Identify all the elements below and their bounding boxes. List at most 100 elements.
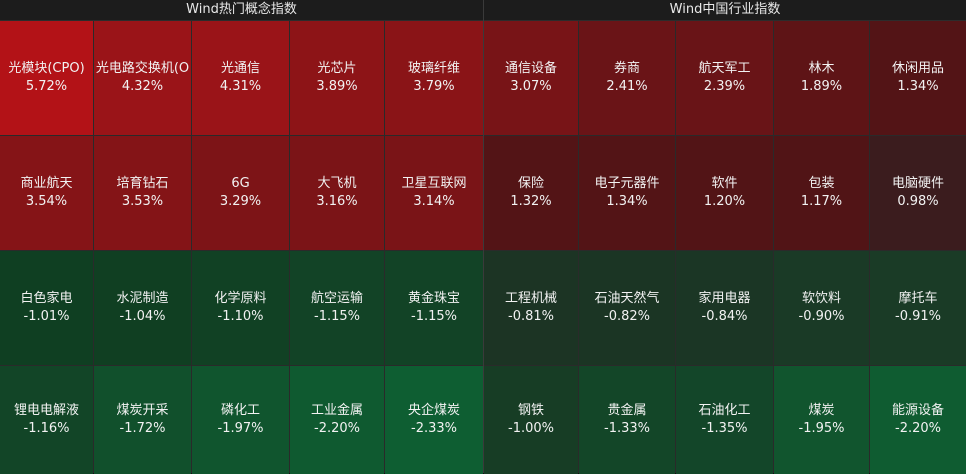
index-change: -2.20% [895,421,941,436]
index-name: 航空运输 [310,291,363,306]
index-tile[interactable]: 软件 1.20% [676,136,773,250]
index-tile[interactable]: 工业金属 -2.20% [290,366,384,474]
index-change: -0.90% [798,309,845,324]
index-change: 3.07% [510,79,552,94]
index-tile[interactable]: 电脑硬件 0.98% [870,136,966,250]
index-change: -1.01% [23,309,70,324]
index-change: 1.34% [606,194,648,209]
index-name: 光模块(CPO) [8,61,85,76]
panel-title: Wind热门概念指数 [0,0,483,21]
index-tile[interactable]: 贵金属 -1.33% [579,366,675,474]
index-name: 券商 [613,61,640,76]
index-name: 包装 [808,176,835,191]
index-change: 1.32% [510,194,552,209]
index-name: 电脑硬件 [891,176,944,191]
index-tile[interactable]: 锂电电解液 -1.16% [0,366,93,474]
index-tile[interactable]: 保险 1.32% [484,136,578,250]
index-change: -2.33% [411,421,457,436]
index-tile[interactable]: 光通信 4.31% [192,21,289,135]
index-tile[interactable]: 大飞机 3.16% [290,136,384,250]
wind-concept-panel: Wind热门概念指数 光模块(CPO) 5.72% 光电路交换机(O 4.32% 光通信… [0,0,483,474]
index-name: 休闲用品 [891,61,944,76]
index-tile[interactable]: 商业航天 3.54% [0,136,93,250]
index-name: 通信设备 [504,61,557,76]
index-tile[interactable]: 航空运输 -1.15% [290,251,384,365]
index-change: -1.16% [23,421,70,436]
index-tile[interactable]: 6G 3.29% [192,136,289,250]
wind-industry-panel: Wind中国行业指数 通信设备 3.07% 券商 2.41% 航天军工 2.39% 林木 1.… [484,0,966,474]
index-name: 煤炭 [808,403,835,418]
index-name: 水泥制造 [116,291,169,306]
index-change: -1.15% [314,309,360,324]
index-change: -0.91% [895,309,941,324]
index-tile[interactable]: 包装 1.17% [774,136,869,250]
index-name: 黄金珠宝 [407,291,460,306]
index-name: 磷化工 [220,403,260,418]
index-change: 1.17% [800,194,843,209]
index-tile[interactable]: 水泥制造 -1.04% [94,251,191,365]
index-tile[interactable]: 煤炭开采 -1.72% [94,366,191,474]
index-tile[interactable]: 券商 2.41% [579,21,675,135]
index-name: 培育钻石 [116,176,169,191]
index-change: -0.84% [701,309,748,324]
index-name: 央企煤炭 [407,403,460,418]
index-tile[interactable]: 黄金珠宝 -1.15% [385,251,483,365]
index-change: -0.82% [604,309,650,324]
index-tile[interactable]: 白色家电 -1.01% [0,251,93,365]
index-tile[interactable]: 航天军工 2.39% [676,21,773,135]
index-name: 航天军工 [698,61,751,76]
index-tile[interactable]: 休闲用品 1.34% [870,21,966,135]
index-tile[interactable]: 光电路交换机(O 4.32% [94,21,191,135]
index-tile[interactable]: 玻璃纤维 3.79% [385,21,483,135]
index-tile[interactable]: 磷化工 -1.97% [192,366,289,474]
index-name: 林木 [808,61,835,76]
index-tile[interactable]: 石油化工 -1.35% [676,366,773,474]
index-tile[interactable]: 石油天然气 -0.82% [579,251,675,365]
index-name: 软饮料 [801,291,841,306]
index-tile[interactable]: 软饮料 -0.90% [774,251,869,365]
index-tile[interactable]: 培育钻石 3.53% [94,136,191,250]
index-tile[interactable]: 电子元器件 1.34% [579,136,675,250]
index-name: 6G [231,176,250,191]
index-change: -1.15% [411,309,457,324]
index-tile[interactable]: 摩托车 -0.91% [870,251,966,365]
index-name: 光电路交换机(O [95,61,190,76]
index-name: 能源设备 [891,403,944,418]
index-tile[interactable]: 家用电器 -0.84% [676,251,773,365]
index-change: 1.20% [703,194,746,209]
index-change: 1.89% [800,79,843,94]
index-change: -1.95% [798,421,845,436]
index-name: 软件 [711,176,738,191]
index-name: 家用电器 [698,291,751,306]
index-tile[interactable]: 能源设备 -2.20% [870,366,966,474]
index-name: 大飞机 [317,176,357,191]
index-name: 煤炭开采 [116,403,169,418]
index-change: -1.97% [217,421,264,436]
index-name: 锂电电解液 [13,403,79,418]
index-name: 光通信 [220,61,260,76]
index-tile[interactable]: 央企煤炭 -2.33% [385,366,483,474]
index-name: 钢铁 [517,403,544,418]
index-name: 贵金属 [607,403,647,418]
index-change: 5.72% [25,79,68,94]
index-name: 商业航天 [20,176,73,191]
index-tile[interactable]: 光模块(CPO) 5.72% [0,21,93,135]
index-tile[interactable]: 林木 1.89% [774,21,869,135]
index-change: -1.10% [217,309,264,324]
index-name: 白色家电 [20,291,73,306]
index-name: 电子元器件 [594,176,660,191]
index-name: 卫星互联网 [401,176,467,191]
index-name: 玻璃纤维 [407,61,460,76]
index-tile[interactable]: 化学原料 -1.10% [192,251,289,365]
index-change: 0.98% [897,194,939,209]
index-tile[interactable]: 工程机械 -0.81% [484,251,578,365]
index-tile[interactable]: 通信设备 3.07% [484,21,578,135]
index-tile[interactable]: 钢铁 -1.00% [484,366,578,474]
index-tile[interactable]: 煤炭 -1.95% [774,366,869,474]
index-name: 石油化工 [698,403,751,418]
index-change: -1.33% [604,421,650,436]
index-tile[interactable]: 光芯片 3.89% [290,21,384,135]
index-change: -1.04% [119,309,166,324]
index-tile[interactable]: 卫星互联网 3.14% [385,136,483,250]
